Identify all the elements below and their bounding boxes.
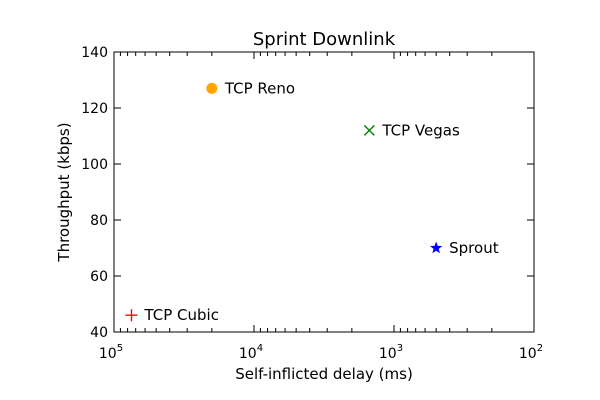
point-label: TCP Cubic bbox=[143, 306, 219, 324]
y-axis-label: Throughput (kbps) bbox=[55, 122, 73, 262]
y-tick-label: 140 bbox=[81, 45, 108, 61]
y-axis: 40 60 80 100 120 140 bbox=[81, 45, 534, 341]
y-tick-label: 40 bbox=[90, 325, 108, 341]
point-tcp-reno: TCP Reno bbox=[206, 79, 295, 97]
x-tick-label: 104 bbox=[239, 343, 263, 362]
x-tick-label: 103 bbox=[379, 343, 403, 362]
y-tick-label: 60 bbox=[90, 269, 108, 285]
x-axis-label: Self-inflicted delay (ms) bbox=[235, 365, 413, 383]
circle-marker bbox=[206, 82, 218, 94]
y-tick-label: 80 bbox=[90, 213, 108, 229]
point-label: Sprout bbox=[449, 239, 499, 257]
plot-area-frame bbox=[113, 51, 535, 333]
point-tcp-cubic: TCP Cubic bbox=[125, 306, 219, 324]
point-label: TCP Reno bbox=[224, 79, 295, 97]
x-tick-label: 102 bbox=[519, 343, 543, 362]
chart-title: Sprint Downlink bbox=[253, 29, 396, 50]
x-tick-label: 105 bbox=[99, 343, 123, 362]
x-axis: 105 104 103 102 bbox=[99, 52, 543, 362]
y-tick-label: 100 bbox=[81, 157, 108, 173]
point-tcp-vegas: TCP Vegas bbox=[363, 121, 460, 139]
x-marker bbox=[363, 124, 375, 136]
plus-marker bbox=[125, 309, 138, 322]
star-marker bbox=[429, 241, 443, 254]
y-tick-label: 120 bbox=[81, 101, 108, 117]
data-points: TCP Reno TCP Vegas Sprout TCP Cubic bbox=[125, 79, 499, 324]
point-label: TCP Vegas bbox=[381, 121, 460, 139]
point-sprout: Sprout bbox=[429, 239, 499, 257]
